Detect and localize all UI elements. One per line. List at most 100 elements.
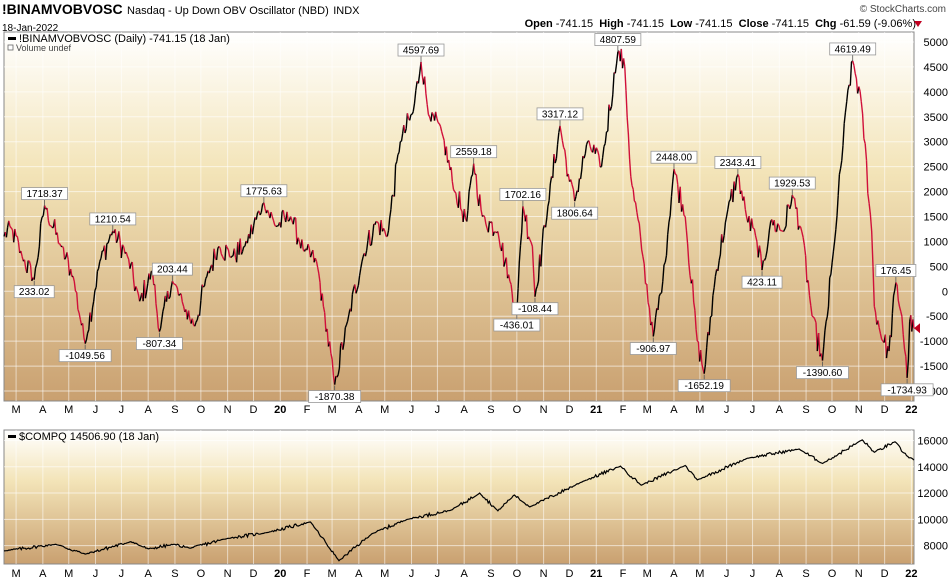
oscillator-segment <box>437 122 440 125</box>
oscillator-segment <box>23 259 27 270</box>
oscillator-segment <box>544 217 548 228</box>
oscillator-segment <box>906 359 910 378</box>
x-tick-label: A <box>39 404 47 416</box>
compq-series <box>3 439 915 562</box>
oscillator-segment <box>126 256 130 260</box>
oscillator-segment <box>231 255 234 258</box>
oscillator-segment <box>763 257 767 261</box>
oscillator-segment <box>138 297 142 302</box>
annotation-label: 1702.16 <box>505 190 542 201</box>
oscillator-segment <box>8 220 11 227</box>
oscillator-segment <box>168 296 171 300</box>
annotation-box <box>89 212 137 226</box>
oscillator-segment <box>811 315 814 318</box>
annotation-label: -1734.93 <box>887 385 927 396</box>
oscillator-segment <box>460 208 463 212</box>
oscillator-segment <box>737 174 740 178</box>
oscillator-panel: -2000-1500-1000-500050010001500200025003… <box>3 31 948 403</box>
oscillator-segment <box>802 237 806 246</box>
x-tick-label: N <box>540 404 548 416</box>
oscillator-segment <box>166 290 170 299</box>
oscillator-segment <box>154 284 157 304</box>
oscillator-segment <box>898 306 902 312</box>
oscillator-segment <box>852 60 855 66</box>
oscillator-segment <box>589 146 593 151</box>
x-tick-label: A <box>39 568 47 580</box>
oscillator-segment <box>703 364 707 374</box>
oscillator-segment <box>149 271 152 280</box>
y-tick-label: 3500 <box>924 112 948 124</box>
oscillator-segment <box>839 160 843 169</box>
oscillator-segment <box>485 223 488 229</box>
oscillator-segment <box>672 169 675 183</box>
y-tick-label: 3000 <box>924 137 948 149</box>
oscillator-segment <box>251 225 255 235</box>
oscillator-segment <box>389 209 392 219</box>
annotation-box <box>536 107 584 121</box>
volume-swatch <box>7 44 14 51</box>
oscillator-segment <box>400 133 404 142</box>
oscillator-segment <box>627 134 631 160</box>
oscillator-segment <box>571 184 575 190</box>
x-tick-label: M <box>327 404 336 416</box>
oscillator-segment <box>534 288 537 297</box>
oscillator-segment <box>505 257 509 279</box>
annotation-box <box>796 366 849 380</box>
oscillator-segment <box>34 263 38 269</box>
oscillator-segment <box>827 277 831 307</box>
oscillator-segment <box>75 290 78 293</box>
x-tick-label: O <box>828 404 837 416</box>
x-tick-label: A <box>776 404 784 416</box>
oscillator-segment <box>427 114 431 118</box>
oscillator-segment <box>129 263 132 269</box>
annotation-label: 423.11 <box>747 278 777 289</box>
oscillator-segment <box>17 242 21 253</box>
annotation-label: -1870.38 <box>315 392 355 403</box>
oscillator-segment <box>331 359 335 376</box>
ohlc-low-label: Low <box>670 18 693 30</box>
oscillator-segment <box>368 230 371 246</box>
oscillator-segment <box>636 212 639 220</box>
oscillator-segment <box>780 229 783 232</box>
oscillator-segment <box>466 210 469 222</box>
symbol-name: Nasdaq - Up Down OBV Oscillator (NBD) <box>127 5 329 17</box>
annotation-box <box>308 390 362 403</box>
oscillator-segment <box>842 123 845 146</box>
oscillator-segment <box>66 252 69 260</box>
oscillator-segment <box>411 111 414 115</box>
oscillator-segment <box>266 209 270 214</box>
x-tick-label: M <box>64 404 73 416</box>
oscillator-segment <box>612 72 615 95</box>
oscillator-segment <box>16 236 20 243</box>
oscillator-segment <box>233 248 237 258</box>
oscillator-segment <box>218 245 221 249</box>
oscillator-segment <box>318 273 321 283</box>
oscillator-segment <box>144 291 148 299</box>
oscillator-segment <box>47 220 51 226</box>
oscillator-segment <box>598 155 601 168</box>
oscillator-segment <box>615 51 619 64</box>
oscillator-segment <box>26 260 29 273</box>
oscillator-segment <box>546 206 549 218</box>
oscillator-segment <box>221 256 225 260</box>
oscillator-segment <box>846 90 849 102</box>
oscillator-segment <box>903 348 907 357</box>
oscillator-segment <box>900 311 903 317</box>
oscillator-segment <box>371 223 375 236</box>
oscillator-segment <box>574 196 577 202</box>
x-tick-label: N <box>224 568 232 580</box>
oscillator-segment <box>229 256 232 259</box>
oscillator-segment <box>20 250 23 257</box>
oscillator-segment <box>738 177 741 194</box>
annotation-box <box>511 302 559 316</box>
oscillator-segment <box>863 138 866 144</box>
oscillator-segment <box>345 320 349 326</box>
x-tick-label: A <box>461 404 469 416</box>
oscillator-segment <box>338 345 342 369</box>
x-tick-label: D <box>881 404 889 416</box>
annotation-label: 1806.64 <box>557 209 594 220</box>
oscillator-segment <box>344 324 348 328</box>
x-tick-label: M <box>64 568 73 580</box>
y-tick-label: 8000 <box>924 541 948 553</box>
oscillator-segment <box>662 264 665 282</box>
